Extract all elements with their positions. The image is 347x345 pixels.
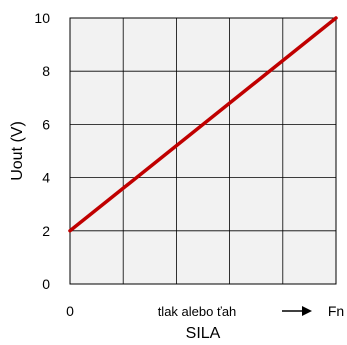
y-tick-labels: 0 2 4 6 8 10 [34, 10, 50, 292]
y-tick-label: 6 [42, 116, 50, 132]
series-layer [68, 16, 338, 233]
y-tick-label: 4 [42, 170, 50, 186]
annotation-text: tlak alebo ťah [158, 304, 237, 319]
plot-area [69, 17, 337, 285]
series-line [68, 16, 338, 233]
x-axis-title: SILA [186, 325, 221, 342]
arrow-right-icon [282, 306, 312, 316]
y-tick-label: 10 [34, 10, 50, 26]
y-axis-title: Uout (V) [9, 121, 26, 181]
x-tick-label-end: Fn [328, 303, 344, 319]
y-tick-label: 8 [42, 63, 50, 79]
y-tick-label: 0 [42, 276, 50, 292]
x-tick-label-start: 0 [66, 303, 74, 319]
y-tick-label: 2 [42, 223, 50, 239]
